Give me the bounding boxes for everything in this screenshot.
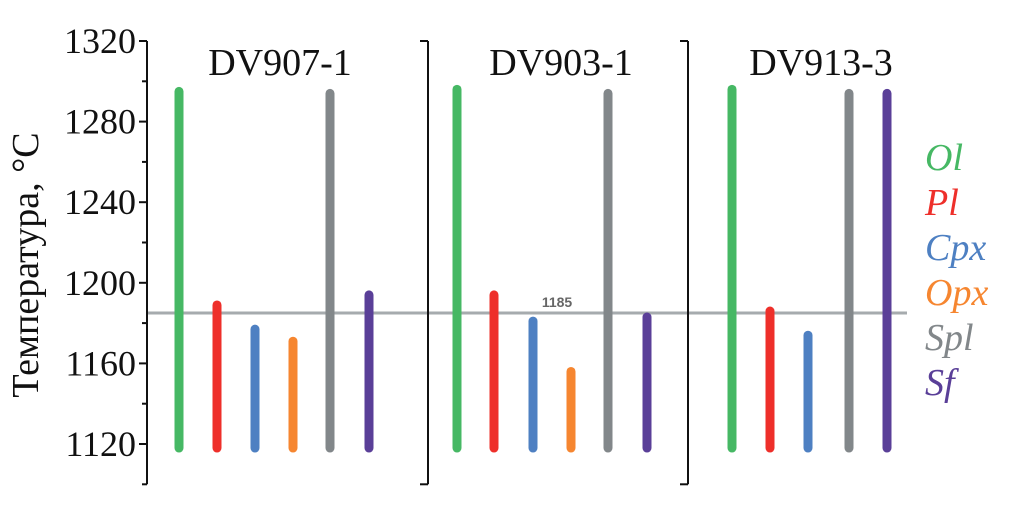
y-tick-label: 1200 (64, 263, 136, 303)
legend-pl: Pl (924, 182, 959, 224)
panel-title: DV907-1 (208, 42, 352, 84)
y-tick-label: 1120 (65, 424, 136, 464)
legend-sf: Sf (925, 362, 959, 404)
legend-ol: Ol (925, 137, 963, 179)
panel-title: DV903-1 (489, 42, 633, 84)
legend-cpx: Cpx (925, 227, 986, 269)
y-tick-label: 1280 (64, 102, 136, 142)
y-tick-label: 1160 (65, 343, 136, 383)
y-tick-label: 1320 (64, 21, 136, 61)
y-axis-label: Температура, °C (5, 132, 47, 397)
panel-title: DV913-3 (749, 42, 893, 84)
reference-line-label: 1185 (542, 294, 573, 310)
legend-spl: Spl (925, 317, 974, 359)
legend-opx: Opx (925, 272, 988, 314)
y-tick-label: 1240 (64, 182, 136, 222)
